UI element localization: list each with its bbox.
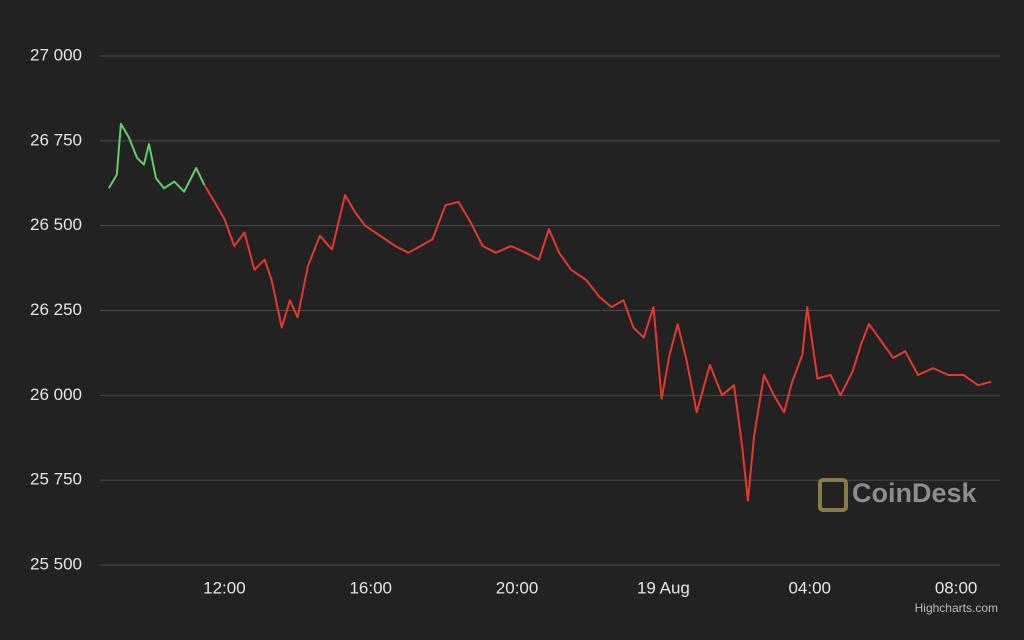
x-tick-label: 16:00: [349, 578, 392, 597]
x-tick-label: 08:00: [935, 578, 978, 597]
price-line: [107, 122, 206, 193]
watermark: CoinDesk: [852, 478, 978, 508]
y-tick-label: 25 500: [30, 554, 82, 573]
x-tick-label: 19 Aug: [637, 578, 690, 597]
y-tick-label: 26 250: [30, 300, 82, 319]
x-tick-label: 04:00: [788, 578, 831, 597]
y-tick-label: 27 000: [30, 45, 82, 64]
price-line: [203, 184, 992, 502]
x-tick-label: 20:00: [496, 578, 539, 597]
y-tick-label: 26 500: [30, 215, 82, 234]
credits: Highcharts.com: [915, 601, 998, 615]
x-tick-label: 12:00: [203, 578, 246, 597]
watermark-logo: [818, 478, 848, 512]
y-tick-label: 25 750: [30, 470, 82, 489]
y-tick-label: 26 000: [30, 385, 82, 404]
y-tick-label: 26 750: [30, 130, 82, 149]
logo-icon: [818, 478, 848, 512]
